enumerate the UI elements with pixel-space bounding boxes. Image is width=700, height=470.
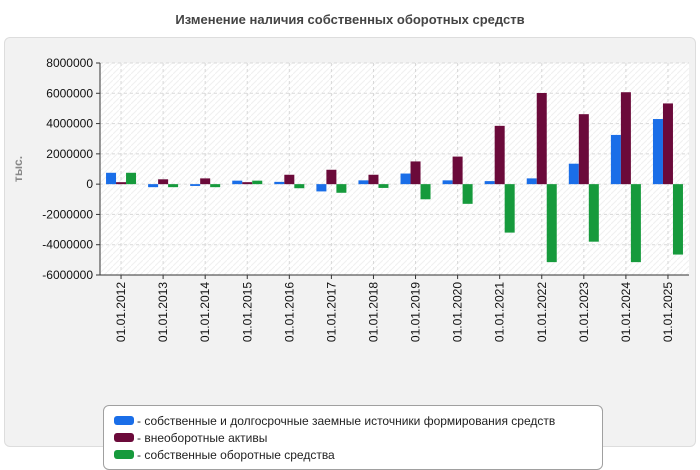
y-tick-label: 2000000: [46, 147, 93, 161]
bar-2: [494, 125, 505, 185]
bar-3: [588, 184, 599, 242]
y-tick-label: 6000000: [46, 86, 93, 100]
bar-2: [662, 103, 673, 185]
bar-2: [368, 174, 379, 185]
bar-1: [358, 180, 369, 185]
bar-2: [452, 156, 463, 185]
x-tick-label: 01.01.2013: [156, 282, 170, 342]
x-tick-label: 01.01.2022: [535, 282, 549, 342]
y-tick-label: 8000000: [46, 56, 93, 70]
legend-item-2: - внеоборотные активы: [114, 429, 602, 446]
x-tick-label: 01.01.2021: [493, 282, 507, 342]
bar-2: [158, 179, 169, 185]
x-tick-label: 01.01.2017: [324, 282, 338, 342]
y-tick-label: -6000000: [42, 268, 93, 282]
x-tick-label: 01.01.2019: [409, 282, 423, 342]
bar-1: [232, 180, 243, 185]
bar-3: [168, 184, 179, 188]
bar-1: [148, 184, 159, 188]
bar-2: [536, 92, 547, 185]
bar-2: [578, 114, 589, 185]
bar-1: [484, 181, 495, 185]
x-tick-label: 01.01.2016: [282, 282, 296, 342]
bar-3: [630, 184, 641, 263]
bar-3: [420, 184, 431, 200]
bar-1: [106, 172, 117, 185]
chart-title: Изменение наличия собственных оборотных …: [175, 12, 525, 27]
x-tick-label: 01.01.2025: [661, 282, 675, 342]
chart-canvas: 8000000 6000000 4000000 2000000 0 -2000000 -40…: [11, 56, 689, 342]
bar-3: [294, 184, 305, 189]
bar-1: [568, 163, 579, 185]
chart-legend: - собственные и долгосрочные заемные ист…: [103, 405, 603, 470]
bar-1: [442, 180, 453, 185]
y-tick-label: 0: [86, 177, 93, 191]
bar-3: [504, 184, 515, 233]
legend-swatch: [114, 450, 134, 459]
bar-3: [462, 184, 473, 204]
y-tick-label: 4000000: [46, 117, 93, 131]
bar-2: [242, 182, 253, 185]
x-tick-label: 01.01.2023: [577, 282, 591, 342]
bar-1: [400, 173, 411, 185]
bar-3: [546, 184, 557, 263]
x-tick-label: 01.01.2018: [366, 282, 380, 342]
bar-2: [410, 161, 421, 185]
bar-2: [284, 174, 295, 185]
bar-1: [274, 181, 285, 185]
bar-3: [126, 172, 137, 185]
bar-1: [526, 178, 537, 185]
x-tick-label: 01.01.2014: [198, 282, 212, 342]
bar-3: [672, 184, 683, 255]
y-tick-label: -4000000: [42, 238, 93, 252]
bar-3: [336, 184, 347, 193]
bar-2: [200, 178, 211, 185]
legend-label: - собственные и долгосрочные заемные ист…: [137, 413, 556, 428]
x-tick-label: 01.01.2020: [451, 282, 465, 342]
legend-item-1: - собственные и долгосрочные заемные ист…: [114, 412, 602, 429]
legend-swatch: [114, 416, 134, 425]
x-tick-label: 01.01.2015: [240, 282, 254, 342]
legend-item-3: - собственные оборотные средства: [114, 446, 602, 463]
bar-3: [210, 184, 221, 188]
y-axis-label: тыс.: [11, 156, 25, 182]
y-tick-label: -2000000: [42, 207, 93, 221]
bar-1: [652, 119, 663, 185]
legend-swatch: [114, 433, 134, 442]
plot-area: [100, 63, 689, 275]
x-tick-label: 01.01.2012: [114, 282, 128, 342]
chart-panel: 8000000 6000000 4000000 2000000 0 -2000000 -40…: [4, 37, 696, 470]
bar-2: [326, 169, 337, 185]
legend-label: - внеоборотные активы: [137, 430, 268, 445]
bar-1: [610, 134, 621, 185]
bar-1: [190, 184, 201, 186]
x-tick-label: 01.01.2024: [619, 282, 633, 342]
bar-2: [620, 92, 631, 185]
bar-3: [252, 180, 263, 185]
bar-1: [316, 184, 327, 192]
bar-3: [378, 184, 389, 188]
bar-2: [116, 182, 127, 185]
